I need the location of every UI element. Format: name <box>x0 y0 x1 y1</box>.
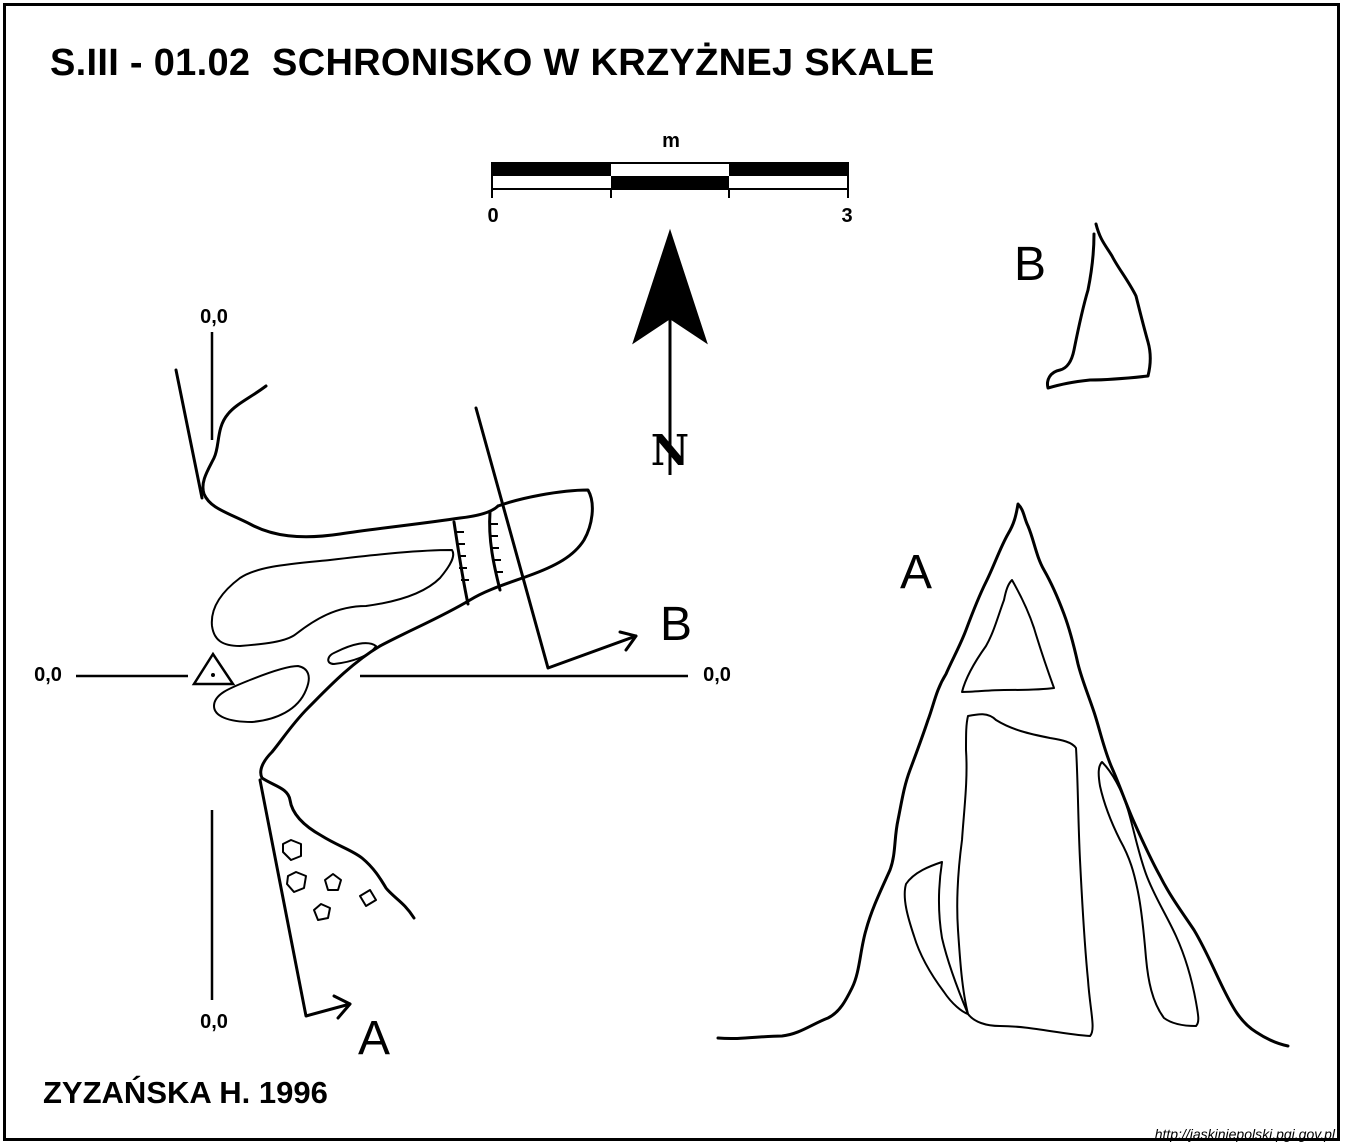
reference-lines <box>76 332 688 1000</box>
section-b-label: B <box>1014 238 1046 291</box>
scale-start-label: 0 <box>487 205 498 227</box>
section-a-label: A <box>900 546 932 599</box>
cross-section-b <box>1046 222 1152 390</box>
map-frame <box>3 3 1340 1141</box>
scale-unit-label: m <box>662 130 680 152</box>
north-label: N <box>651 426 689 475</box>
elevation-label-top: 0,0 <box>200 306 228 328</box>
scale-bar: m 0 3 <box>487 130 852 227</box>
section-b-plan-label: B <box>660 598 692 651</box>
survey-point-icon <box>191 651 236 686</box>
elevation-label-right: 0,0 <box>703 664 731 686</box>
section-a-plan-label: A <box>358 1012 390 1065</box>
author-credit: ZYZAŃSKA H. 1996 <box>43 1075 328 1110</box>
section-line-a <box>258 778 352 1020</box>
scale-end-label: 3 <box>841 205 852 227</box>
section-line-b <box>474 406 638 670</box>
map-title: S.III - 01.02 SCHRONISKO W KRZYŻNEJ SKAL… <box>50 42 935 84</box>
elevation-label-bottom: 0,0 <box>200 1011 228 1033</box>
north-arrow-icon: N <box>632 228 708 475</box>
cave-plan <box>174 368 594 921</box>
source-url: http://jaskiniepolski.pgi.gov.pl <box>1154 1126 1335 1142</box>
elevation-label-left: 0,0 <box>34 664 62 686</box>
cross-section-a <box>716 502 1290 1048</box>
